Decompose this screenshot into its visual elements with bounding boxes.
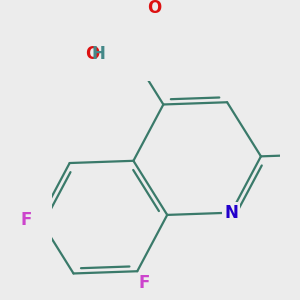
Text: O: O	[85, 45, 100, 63]
Text: N: N	[224, 204, 238, 222]
Text: F: F	[20, 211, 32, 229]
Text: F: F	[139, 274, 150, 292]
Text: O: O	[147, 0, 162, 17]
Text: H: H	[92, 45, 105, 63]
